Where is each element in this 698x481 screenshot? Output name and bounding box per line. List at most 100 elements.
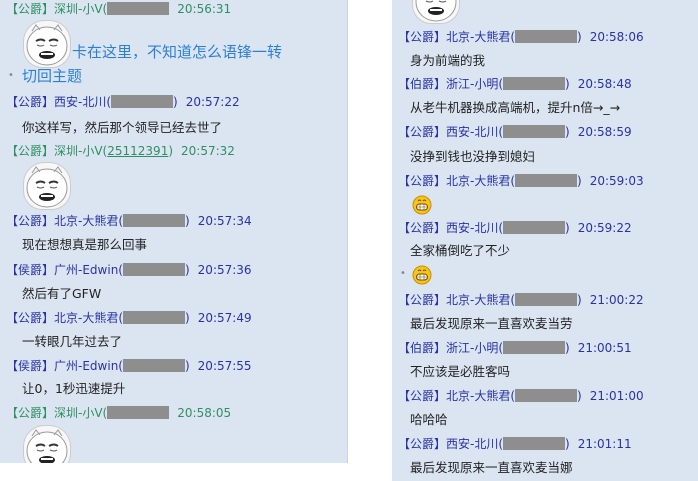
sender-name[interactable]: 西安-北川( bbox=[446, 125, 504, 139]
crying-face-sticker-icon bbox=[23, 20, 71, 68]
message-header: 【公爵】北京-大熊君() 20:59:03 bbox=[398, 173, 644, 189]
sender-name[interactable]: 广州-Edwin( bbox=[54, 359, 123, 373]
redacted-id bbox=[107, 406, 170, 419]
message-text: 你这样写，然后那个领导已经去世了 bbox=[22, 120, 223, 135]
rank-badge: 【侯爵】 bbox=[6, 263, 55, 277]
redacted-id bbox=[515, 30, 578, 43]
message-text-highlight: 切回主题 bbox=[22, 67, 83, 85]
bullet-dot: • bbox=[8, 70, 14, 81]
rank-badge: 【公爵】 bbox=[398, 221, 447, 235]
id-close-paren: ) bbox=[168, 144, 174, 158]
message-header: 【公爵】北京-大熊君() 20:58:06 bbox=[398, 29, 644, 45]
message-header: 【伯爵】浙江-小明() 20:58:48 bbox=[398, 76, 632, 92]
sender-name[interactable]: 北京-大熊君( bbox=[446, 174, 516, 188]
sender-name[interactable]: 西安-北川( bbox=[54, 95, 112, 109]
timestamp: 21:01:00 bbox=[589, 389, 644, 403]
timestamp: 20:57:32 bbox=[181, 144, 235, 158]
id-close-paren: ) bbox=[565, 125, 570, 139]
sender-name[interactable]: 北京-大熊君( bbox=[54, 214, 124, 228]
timestamp: 20:58:05 bbox=[177, 406, 232, 420]
message-text-highlight: 卡在这里，不知道怎么语锋一转 bbox=[72, 43, 283, 61]
timestamp: 20:57:34 bbox=[197, 214, 252, 228]
rank-badge: 【公爵】 bbox=[6, 2, 55, 16]
message-text: 最后发现原来一直喜欢麦当娜 bbox=[410, 460, 573, 475]
message-header: 【公爵】西安-北川() 20:59:22 bbox=[398, 220, 632, 236]
redacted-id bbox=[515, 389, 578, 402]
message-header: 【侯爵】广州-Edwin() 20:57:36 bbox=[6, 262, 252, 278]
sender-name[interactable]: 西安-北川( bbox=[446, 221, 504, 235]
message-text: 然后有了GFW bbox=[22, 286, 102, 301]
message-text: 从老牛机器换成高端机，提升n倍→_→ bbox=[410, 100, 621, 115]
redacted-id bbox=[515, 293, 578, 306]
sender-name[interactable]: 深圳-小V( bbox=[54, 2, 108, 16]
message-header: 【公爵】深圳-小V(20:56:31 bbox=[6, 1, 231, 17]
chat-panel-left: 【公爵】深圳-小V(20:56:31 卡在这里，不知道怎么语锋一转 • 切回主题 【公爵… bbox=[0, 0, 348, 463]
rank-badge: 【公爵】 bbox=[6, 311, 55, 325]
timestamp: 21:00:51 bbox=[577, 341, 632, 355]
message-header: 【侯爵】广州-Edwin() 20:57:55 bbox=[6, 358, 252, 374]
message-text: 全家桶倒吃了不少 bbox=[410, 243, 511, 258]
rank-badge: 【公爵】 bbox=[398, 293, 447, 307]
redacted-id bbox=[503, 77, 566, 90]
sender-name[interactable]: 北京-大熊君( bbox=[446, 293, 516, 307]
timestamp: 20:59:03 bbox=[589, 174, 644, 188]
id-close-paren: ) bbox=[184, 359, 190, 373]
grin-emoji-icon bbox=[412, 265, 432, 285]
message-header: 【公爵】深圳-小V(25112391) 20:57:32 bbox=[6, 143, 235, 159]
message-header: 【伯爵】浙江-小明() 21:00:51 bbox=[398, 340, 632, 356]
message-header: 【公爵】深圳-小V( 20:58:05 bbox=[6, 405, 231, 421]
timestamp: 20:57:49 bbox=[197, 311, 252, 325]
sender-name[interactable]: 浙江-小明( bbox=[446, 341, 504, 355]
timestamp: 20:58:59 bbox=[577, 125, 632, 139]
sender-name[interactable]: 北京-大熊君( bbox=[54, 311, 124, 325]
redacted-id bbox=[123, 311, 186, 324]
redacted-id bbox=[503, 341, 566, 354]
message-text: 现在想想真是那么回事 bbox=[22, 237, 148, 252]
crying-face-sticker-icon bbox=[23, 425, 71, 463]
rank-badge: 【公爵】 bbox=[398, 174, 447, 188]
bullet-dot: • bbox=[400, 268, 406, 279]
sender-id-link[interactable]: 25112391 bbox=[107, 144, 169, 158]
rank-badge: 【公爵】 bbox=[6, 95, 55, 109]
id-close-paren: ) bbox=[577, 389, 582, 403]
redacted-id bbox=[503, 125, 566, 138]
message-text: 让0，1秒迅速提升 bbox=[22, 381, 126, 396]
sender-name[interactable]: 深圳-小V( bbox=[54, 406, 108, 420]
rank-badge: 【公爵】 bbox=[398, 125, 447, 139]
timestamp: 21:00:22 bbox=[589, 293, 644, 307]
timestamp: 21:01:11 bbox=[577, 437, 632, 451]
sender-name[interactable]: 北京-大熊君( bbox=[446, 389, 516, 403]
redacted-id bbox=[122, 359, 185, 372]
redacted-id bbox=[503, 437, 566, 450]
message-text: 没挣到钱也没挣到媳妇 bbox=[410, 149, 536, 164]
sender-name[interactable]: 广州-Edwin( bbox=[54, 263, 123, 277]
id-close-paren: ) bbox=[565, 341, 570, 355]
sender-name[interactable]: 浙江-小明( bbox=[446, 77, 504, 91]
message-header: 【公爵】西安-北川() 20:58:59 bbox=[398, 124, 632, 140]
id-close-paren: ) bbox=[565, 437, 570, 451]
rank-badge: 【伯爵】 bbox=[398, 341, 447, 355]
timestamp: 20:58:48 bbox=[577, 77, 632, 91]
id-close-paren: ) bbox=[577, 293, 582, 307]
rank-badge: 【公爵】 bbox=[6, 406, 55, 420]
sender-name[interactable]: 西安-北川( bbox=[446, 437, 504, 451]
redacted-id bbox=[515, 174, 578, 187]
message-text: 身为前端的我 bbox=[410, 53, 486, 68]
message-header: 【公爵】西安-北川() 21:01:11 bbox=[398, 436, 632, 452]
id-close-paren: ) bbox=[565, 77, 570, 91]
crying-face-sticker-icon bbox=[412, 0, 460, 24]
timestamp: 20:57:55 bbox=[197, 359, 252, 373]
grin-emoji-icon bbox=[412, 195, 432, 215]
redacted-id bbox=[123, 214, 186, 227]
timestamp: 20:58:06 bbox=[589, 30, 644, 44]
sender-name[interactable]: 北京-大熊君( bbox=[446, 30, 516, 44]
id-close-paren: ) bbox=[185, 311, 190, 325]
redacted-id bbox=[503, 221, 566, 234]
timestamp: 20:57:36 bbox=[197, 263, 252, 277]
message-header: 【公爵】北京-大熊君() 20:57:34 bbox=[6, 213, 252, 229]
message-header: 【公爵】西安-北川() 20:57:22 bbox=[6, 94, 240, 110]
sender-name[interactable]: 深圳-小V( bbox=[54, 144, 108, 158]
message-header: 【公爵】北京-大熊君() 21:01:00 bbox=[398, 388, 644, 404]
message-text: 不应该是必胜客吗 bbox=[410, 364, 511, 379]
rank-badge: 【侯爵】 bbox=[6, 359, 55, 373]
